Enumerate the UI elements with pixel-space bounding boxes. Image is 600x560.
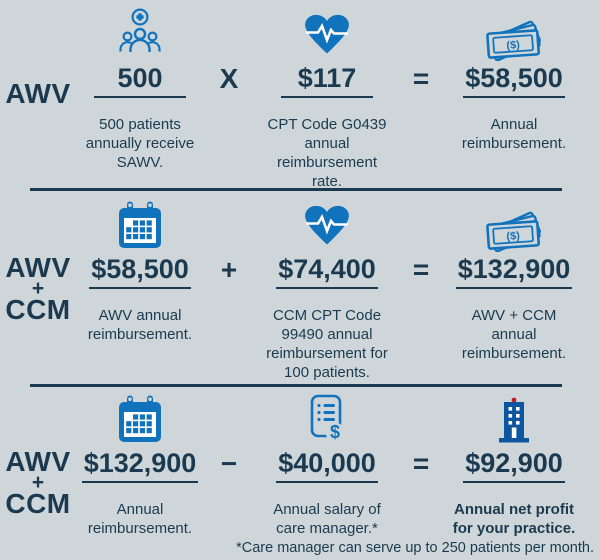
operand-awv-annual: $58,500 AWV annual reimbursement.: [76, 199, 204, 344]
divider: [30, 188, 562, 191]
row-label: AWV + CCM: [0, 199, 76, 325]
row-label-text: AWV: [5, 446, 71, 477]
metric-value: $58,500: [89, 255, 191, 289]
row-label: AWV + CCM: [0, 393, 76, 519]
result-awv-ccm: ($) $132,900 AWV + CCM annual reimbursem…: [442, 199, 586, 363]
row-awv-ccm: AWV + CCM $5: [0, 191, 600, 384]
money-label: ($): [506, 230, 521, 243]
metric-caption: Annual salary of care manager.*: [273, 501, 381, 537]
row-awv: AWV 500 500 patients annually receive SA…: [0, 0, 600, 191]
operator-cell: +: [204, 199, 254, 284]
metric-caption: Annual net profit for your practice.: [452, 501, 576, 537]
operator-cell: X: [204, 8, 254, 93]
operator-multiply: X: [219, 63, 239, 94]
operand-patients: 500 500 patients annually receive SAWV.: [76, 8, 204, 172]
metric-value: $92,900: [463, 449, 565, 483]
heart-pulse-icon: [301, 8, 353, 62]
metric-caption: AWV annual reimbursement.: [87, 307, 193, 343]
operand-cpt-rate: $117 CPT Code G0439 annual reimbursement…: [254, 8, 400, 191]
equals-cell: =: [400, 199, 442, 284]
operator-plus: +: [220, 254, 238, 285]
row-label-text: CCM: [5, 488, 71, 519]
patients-icon: [117, 8, 163, 62]
row-label-plus: +: [31, 277, 45, 300]
metric-caption: CCM CPT Code 99490 annual reimbursement …: [266, 307, 388, 381]
metric-value: $132,900: [455, 255, 573, 289]
operand-total-reimbursement: $132,900 Annual reimbursement.: [76, 393, 204, 538]
heart-pulse-icon: [301, 199, 353, 253]
row-awv-ccm-net: AWV + CCM $1: [0, 387, 600, 560]
result-reimbursement: ($) $58,500 Annual reimbursement.: [442, 8, 586, 153]
metric-caption: Annual reimbursement.: [461, 116, 567, 152]
metric-value: $117: [281, 64, 373, 98]
invoice-icon: $: [304, 393, 350, 447]
calendar-icon: [116, 199, 164, 253]
equals-cell: =: [400, 393, 442, 478]
money-icon: ($): [479, 8, 549, 62]
svg-text:$: $: [330, 422, 340, 442]
money-icon: ($): [479, 199, 549, 253]
metric-value: $132,900: [81, 449, 199, 483]
metric-caption: AWV + CCM annual reimbursement.: [461, 307, 567, 362]
operator-cell: −: [204, 393, 254, 478]
metric-caption: Annual reimbursement.: [87, 501, 193, 537]
metric-value: 500: [94, 64, 186, 98]
operator-equals: =: [412, 63, 430, 94]
row-label-text: CCM: [5, 294, 71, 325]
row-label: AWV: [0, 8, 76, 109]
metric-value: $58,500: [463, 64, 565, 98]
metric-caption: 500 patients annually receive SAWV.: [85, 116, 195, 171]
footnote: *Care manager can serve up to 250 patien…: [236, 540, 594, 556]
row-label-plus: +: [31, 471, 45, 494]
divider: [30, 384, 562, 387]
calendar-icon: [116, 393, 164, 447]
result-net-profit: $92,900 Annual net profit for your pract…: [442, 393, 586, 538]
operator-equals: =: [412, 448, 430, 479]
metric-value: $74,400: [276, 255, 378, 289]
row-label-text: AWV: [5, 252, 71, 283]
row-label-text: AWV: [5, 78, 71, 109]
operand-ccm-cpt: $74,400 CCM CPT Code 99490 annual reimbu…: [254, 199, 400, 382]
operator-equals: =: [412, 254, 430, 285]
metric-value: $40,000: [276, 449, 378, 483]
equals-cell: =: [400, 8, 442, 93]
building-icon: [489, 393, 539, 447]
operator-minus: −: [220, 448, 238, 479]
metric-caption: CPT Code G0439 annual reimbursement rate…: [267, 116, 387, 190]
money-label: ($): [506, 39, 521, 52]
operand-salary: $ $40,000 Annual salary of care manager.…: [254, 393, 400, 538]
